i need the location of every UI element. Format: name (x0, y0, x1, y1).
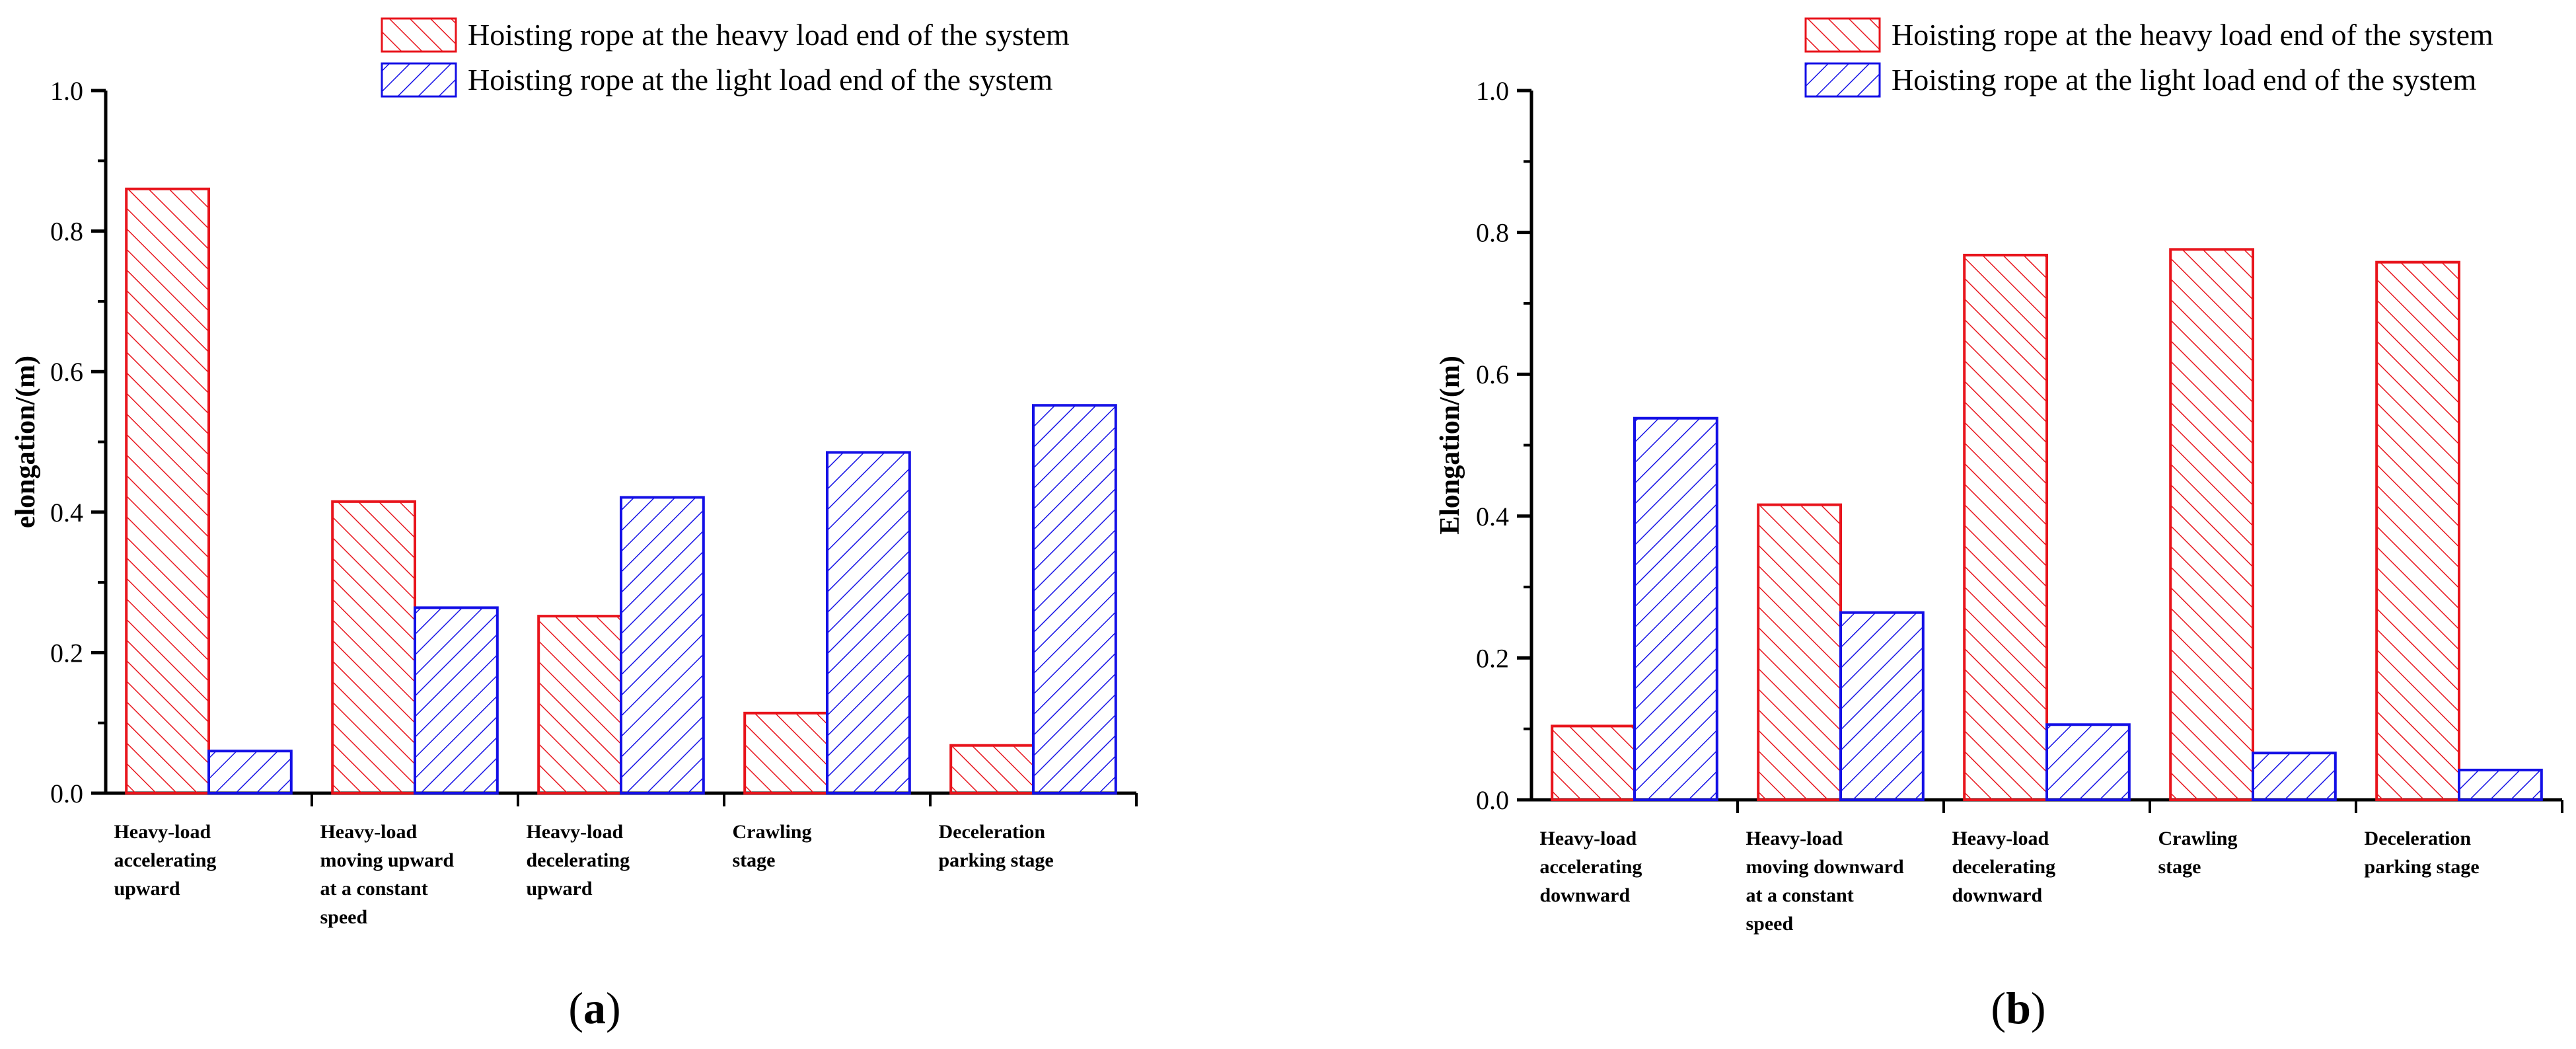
panel-label: (b) (1991, 983, 2045, 1033)
legend-label-series2: Hoisting rope at the light load end of t… (468, 63, 1053, 97)
panel-label-open: ( (1991, 983, 2006, 1033)
bar-series1-cat4 (743, 711, 828, 795)
y-axis-title: elongation/(m) (11, 356, 41, 528)
bar-series2-cat5 (2458, 768, 2543, 801)
category-label-line: stage (732, 849, 775, 871)
category-label-line: Deceleration (2364, 828, 2471, 849)
category-label-line: speed (320, 906, 367, 928)
bar-series1-cat5 (2375, 260, 2460, 801)
category-label-line: Heavy-load (526, 821, 623, 843)
bar-series2-cat1 (207, 750, 293, 795)
category-label-line: parking stage (2364, 856, 2479, 878)
legend-swatch-series1 (1804, 17, 1881, 53)
bar-series1-cat1 (125, 187, 210, 795)
y-tick-label: 0.8 (50, 217, 83, 247)
y-tick-label: 0.4 (1476, 502, 1509, 531)
category-label: Deceleration parking stage (938, 821, 1053, 871)
category-label-line: Crawling (732, 821, 811, 843)
category-label-line: Crawling (2158, 828, 2237, 849)
category-label-line: Heavy-load (1746, 828, 1843, 849)
panel-label-open: ( (568, 983, 583, 1033)
category-label: Crawling stage (2158, 828, 2237, 878)
y-tick-label: 0.2 (1476, 643, 1509, 673)
category-label-line: moving upward (320, 849, 454, 871)
bar-series2-cat1 (1633, 416, 1718, 801)
bar-series2-cat2 (414, 606, 499, 795)
y-tick-label: 0.2 (50, 638, 83, 668)
category-label-line: Heavy-load (1539, 828, 1637, 849)
chart-panel-b: 0.0 0.2 0.4 0.6 0.8 1.0 Elongation/(m) Heavy-lo… (1435, 17, 2563, 1033)
category-label: Crawling stage (732, 821, 811, 871)
legend-swatch-series2 (381, 62, 457, 98)
category-label-line: upward (114, 878, 180, 900)
legend-label-series1: Hoisting rope at the heavy load end of t… (1892, 18, 2493, 52)
category-label-line: stage (2158, 856, 2201, 878)
bar-series1-cat4 (2169, 248, 2254, 801)
category-label-line: speed (1746, 913, 1793, 935)
bar-series1-cat3 (537, 615, 623, 795)
category-label-line: at a constant (320, 878, 427, 900)
category-label: Deceleration parking stage (2364, 828, 2479, 878)
y-tick-label: 1.0 (1476, 76, 1509, 106)
category-label-line: Heavy-load (114, 821, 211, 843)
bar-series1-cat2 (1757, 503, 1842, 802)
bar-series1-cat3 (1963, 253, 2048, 802)
category-label: Heavy-load moving upward at a constant spee… (320, 821, 454, 928)
legend-swatch-series1 (381, 17, 457, 53)
category-label-line: parking stage (938, 849, 1053, 871)
bar-series2-cat5 (1032, 404, 1117, 795)
bar-series2-cat2 (1839, 611, 1925, 802)
panel-label: (a) (568, 983, 620, 1033)
y-tick-label: 0.4 (50, 498, 83, 527)
y-tick-label: 0.6 (1476, 360, 1509, 389)
legend-label-series1: Hoisting rope at the heavy load end of t… (468, 18, 1070, 52)
category-label-line: accelerating (1539, 856, 1642, 878)
y-axis-title: Elongation/(m) (1435, 356, 1465, 535)
bar-series1-cat1 (1551, 724, 1636, 801)
category-label-line: decelerating (526, 849, 630, 871)
category-label-line: downward (1952, 884, 2042, 906)
category-label-line: decelerating (1952, 856, 2055, 878)
bar-series1-cat2 (331, 500, 417, 795)
category-label: Heavy-load accelerating upward (114, 821, 216, 900)
category-label: Heavy-load moving downward at a constant sp… (1746, 828, 1904, 935)
y-tick-label: 1.0 (50, 76, 83, 106)
panel-label-letter: b (2006, 983, 2031, 1033)
y-tick-label: 0.6 (50, 357, 83, 387)
category-label-line: Deceleration (938, 821, 1045, 843)
category-label: Heavy-load decelerating downward (1952, 828, 2055, 906)
panel-label-letter: a (583, 983, 606, 1033)
y-tick-label: 0.0 (1476, 785, 1509, 815)
bar-series1-cat5 (949, 744, 1035, 795)
bar-series2-cat3 (620, 496, 705, 795)
category-label-line: upward (526, 878, 592, 900)
category-label-line: downward (1539, 884, 1630, 906)
bar-series2-cat3 (2045, 723, 2131, 801)
category-label-line: moving downward (1746, 856, 1904, 878)
bar-series2-cat4 (826, 451, 911, 795)
y-tick-label: 0.0 (50, 779, 83, 808)
category-label-line: Heavy-load (320, 821, 417, 843)
category-label-line: Heavy-load (1952, 828, 2049, 849)
legend-label-series2: Hoisting rope at the light load end of t… (1892, 63, 2477, 97)
panel-label-close: ) (2031, 983, 2046, 1033)
category-label: Heavy-load accelerating downward (1539, 828, 1642, 906)
panel-label-close: ) (606, 983, 621, 1033)
legend-swatch-series2 (1804, 62, 1881, 98)
chart-panel-a: 0.0 0.2 0.4 0.6 0.8 1.0 elongation/(m) Heavy-lo… (11, 17, 1138, 1033)
bar-series2-cat4 (2252, 752, 2337, 802)
category-label: Heavy-load decelerating upward (526, 821, 630, 900)
category-label-line: accelerating (114, 849, 216, 871)
category-label-line: at a constant (1746, 884, 1853, 906)
y-tick-label: 0.8 (1476, 218, 1509, 248)
